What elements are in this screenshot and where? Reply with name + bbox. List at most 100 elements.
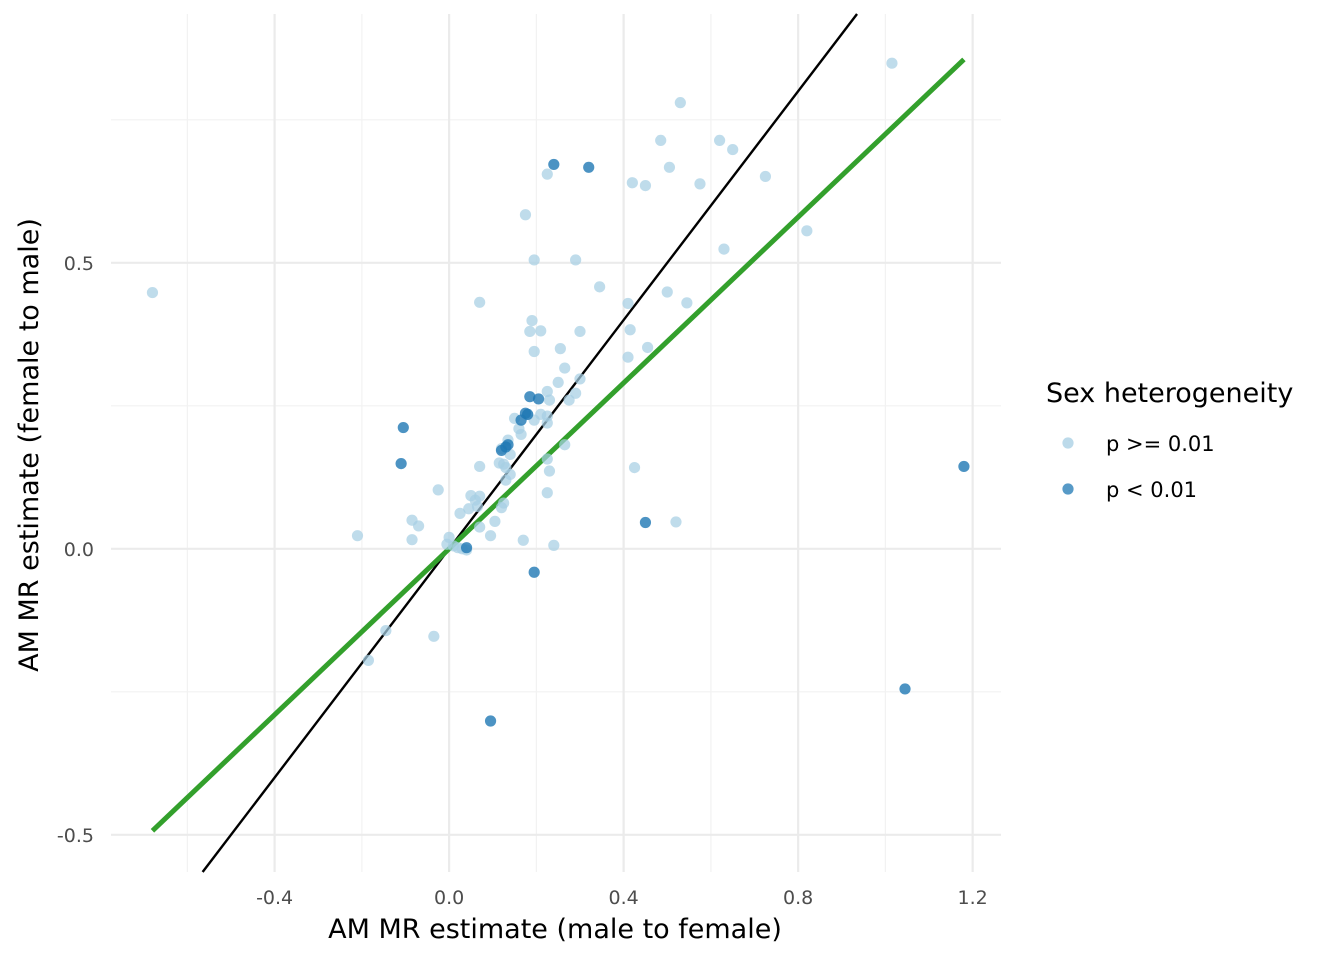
point-p-high [639,180,652,192]
point-p-high [574,325,586,338]
x-tick-label: -0.4 [256,887,293,909]
point-p-high [500,474,512,486]
point-p-high [543,465,556,477]
major-gridlines [111,14,1001,872]
point-p-low [460,542,473,554]
point-p-high [661,286,673,298]
point-p-low [899,683,911,695]
point-p-high [471,500,484,513]
y-axis-title: AM MR estimate (female to male) [14,218,45,672]
x-tick-label: 0.4 [609,887,639,909]
point-p-high [727,143,739,156]
point-p-high [886,57,898,69]
point-p-high [718,243,730,255]
point-p-high [642,341,654,354]
point-p-high [801,225,813,237]
data-points [146,57,970,727]
point-p-high [519,209,532,221]
point-p-low [515,414,527,426]
point-p-high [574,373,586,385]
y-tick-label: 0.5 [64,253,94,275]
point-p-high [362,654,375,666]
y-tick-labels: -0.5 0.0 0.5 [57,253,94,847]
legend-title: Sex heterogeneity [1046,378,1293,409]
x-axis-title: AM MR estimate (male to female) [328,914,782,945]
legend-key-p-high [1062,437,1074,449]
point-p-low [524,391,536,403]
point-p-high [559,439,571,451]
x-tick-labels: -0.4 0.0 0.4 0.8 1.2 [256,887,988,909]
point-p-high [674,97,686,109]
point-p-high [563,394,575,406]
point-p-high [351,530,364,542]
point-p-high [694,178,706,190]
point-p-high [428,630,440,642]
point-p-high [474,521,486,533]
y-tick-label: 0.0 [64,539,94,561]
point-p-low [583,161,595,173]
point-p-high [670,516,682,528]
identity-line [201,13,858,873]
point-p-high [714,134,726,147]
point-p-high [406,534,418,546]
point-p-high [489,515,501,527]
point-p-high [474,460,486,473]
x-tick-label: 0.0 [434,887,464,909]
fit-line [150,57,966,833]
point-p-high [432,484,444,496]
point-p-low [958,460,970,473]
x-tick-label: 1.2 [958,887,988,909]
point-p-low [548,158,560,171]
point-p-high [554,343,566,355]
point-p-high [541,417,553,429]
point-p-high [484,530,497,542]
point-p-low [495,444,508,457]
point-p-high [681,297,693,309]
y-tick-label: -0.5 [57,825,94,847]
point-p-high [526,314,538,327]
point-p-high [515,428,527,441]
x-tick-label: 0.8 [783,887,813,909]
point-p-high [412,520,425,532]
point-p-high [495,502,508,514]
point-p-high [622,297,634,310]
legend-key-p-low [1062,483,1074,495]
reference-lines [150,13,966,873]
point-p-high [454,507,466,519]
point-p-high [541,168,553,180]
point-p-high [570,254,582,266]
point-p-high [517,534,529,546]
legend-label-p-low: p < 0.01 [1106,478,1197,502]
point-p-low [532,393,545,405]
minor-gridlines [111,14,1001,872]
point-p-low [639,516,652,529]
point-p-high [628,461,641,474]
point-p-low [397,421,409,434]
point-p-high [474,296,486,308]
point-p-high [594,281,606,293]
point-p-high [548,539,560,551]
point-p-low [395,457,407,470]
point-p-low [528,566,540,578]
legend-label-p-high: p >= 0.01 [1106,432,1215,456]
point-p-high [655,134,667,147]
point-p-high [663,161,676,173]
point-p-high [552,376,564,388]
point-p-high [559,362,571,374]
point-p-high [624,324,636,336]
point-p-low [484,715,497,727]
point-p-high [543,394,556,406]
point-p-high [524,325,536,338]
legend: Sex heterogeneity p >= 0.01 p < 0.01 [1046,378,1293,502]
point-p-high [626,177,638,189]
point-p-high [528,345,540,358]
point-p-high [541,487,553,499]
point-p-high [759,170,772,183]
point-p-high [463,503,475,515]
point-p-high [541,453,553,465]
point-p-high [146,286,159,299]
point-p-high [541,385,553,398]
point-p-high [622,351,634,363]
point-p-high [535,325,547,337]
